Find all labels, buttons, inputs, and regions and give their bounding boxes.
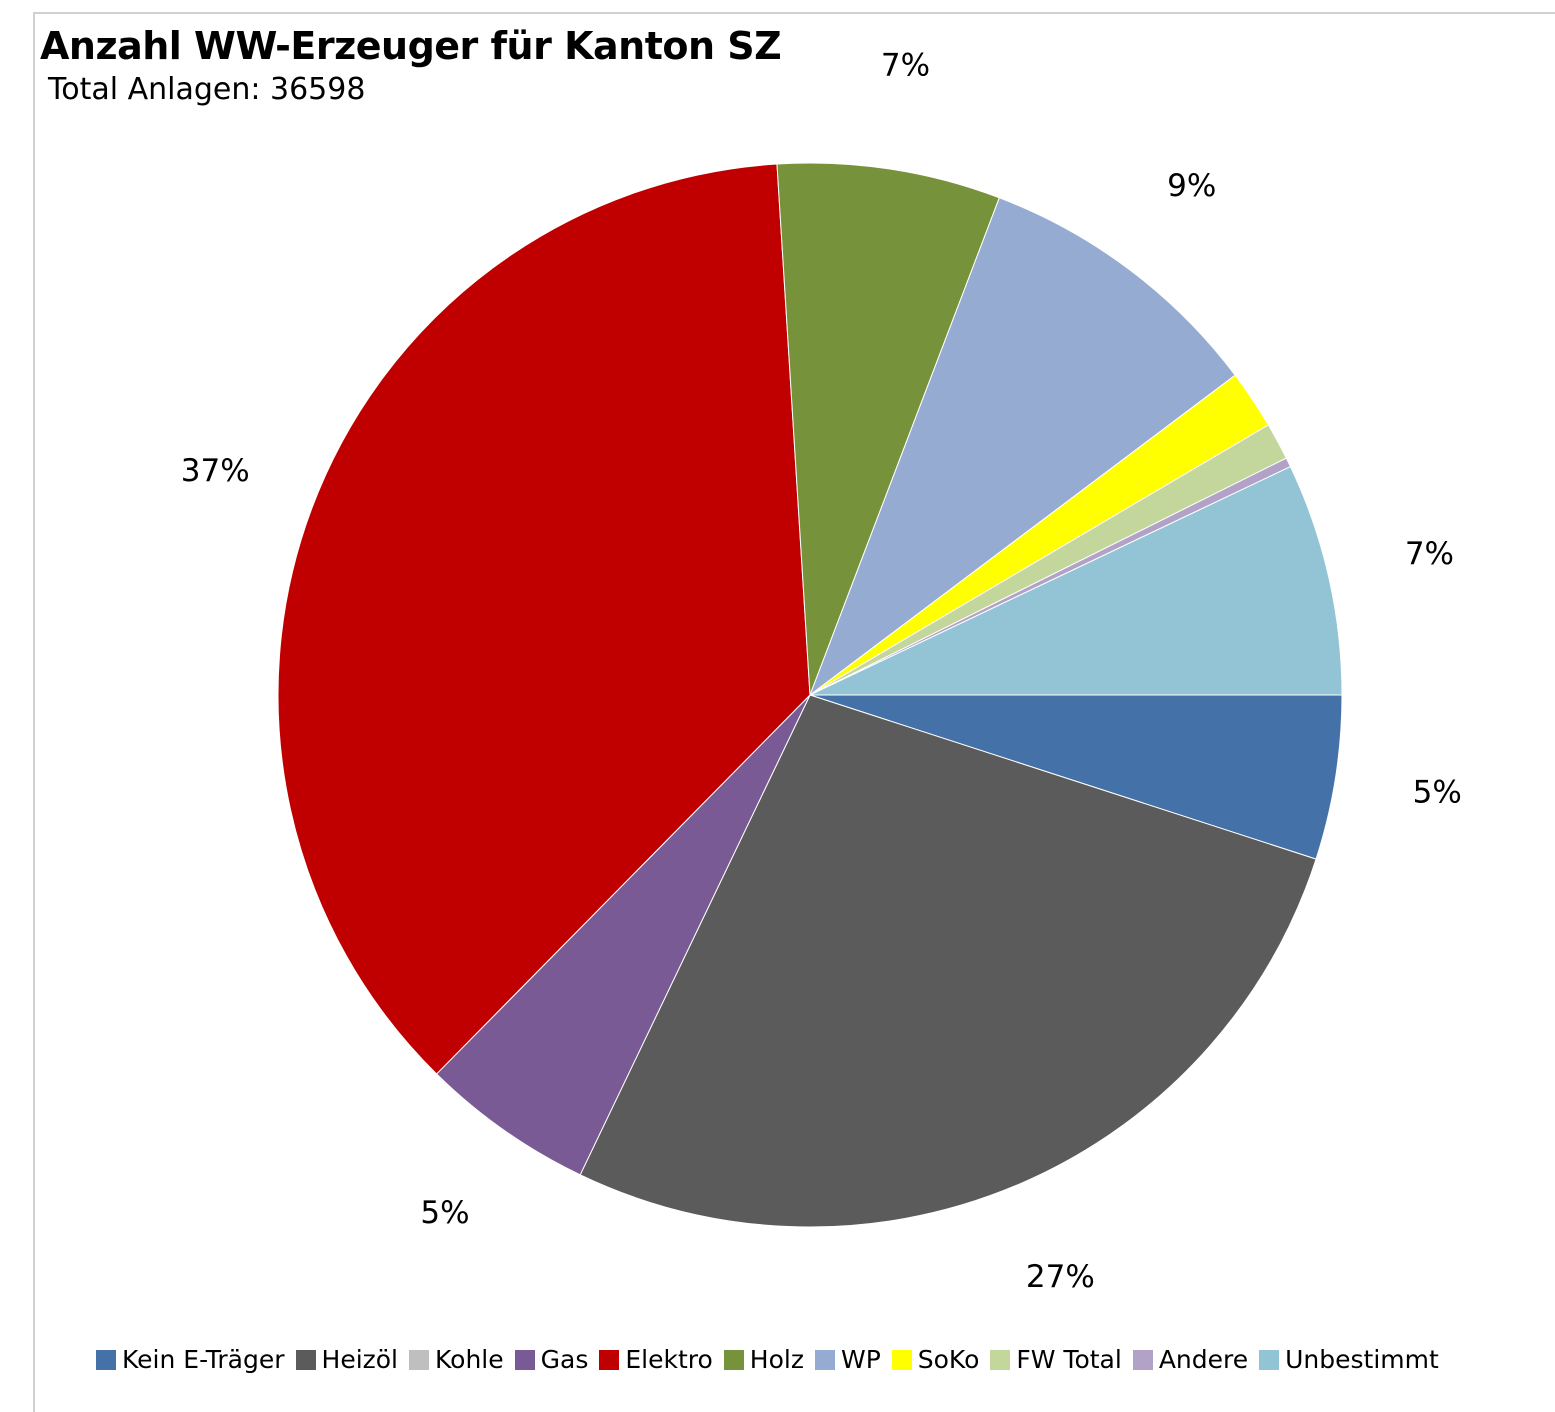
legend-item-fw-total: FW Total [990, 1345, 1122, 1374]
chart-title: Anzahl WW-Erzeuger für Kanton SZ [40, 24, 782, 68]
legend-item-heiz-l: Heizöl [295, 1345, 399, 1374]
legend-swatch [990, 1349, 1011, 1370]
data-label-heiz-l: 27% [1026, 1259, 1095, 1295]
legend-label: SoKo [917, 1345, 980, 1374]
data-label-gas: 5% [420, 1195, 469, 1231]
legend-swatch [891, 1349, 912, 1370]
data-label-kein-e-tr-ger: 5% [1413, 775, 1462, 811]
legend-swatch [1132, 1349, 1153, 1370]
pie-slice-heiz-l [579, 694, 1317, 1228]
legend-label: Heizöl [321, 1345, 399, 1374]
pie-slice-gas [435, 694, 811, 1176]
legend-item-elektro: Elektro [599, 1345, 713, 1374]
legend-swatch [814, 1349, 835, 1370]
legend-item-wp: WP [814, 1345, 881, 1374]
legend-label: Kein E-Träger [122, 1345, 285, 1374]
legend-label: Elektro [625, 1345, 713, 1374]
legend-swatch [295, 1349, 316, 1370]
legend-label: Andere [1158, 1345, 1249, 1374]
legend-swatch [723, 1349, 744, 1370]
legend-label: Holz [749, 1345, 804, 1374]
legend-swatch [409, 1349, 430, 1370]
legend-item-kohle: Kohle [409, 1345, 504, 1374]
legend-item-holz: Holz [723, 1345, 804, 1374]
legend-label: FW Total [1016, 1345, 1122, 1374]
chart-subtitle: Total Anlagen: 36598 [48, 72, 366, 107]
legend-label: Gas [540, 1345, 589, 1374]
legend-item-unbestimmt: Unbestimmt [1259, 1345, 1439, 1374]
pie-slice-holz [776, 162, 1000, 696]
legend-item-kein-e-tr-ger: Kein E-Träger [96, 1345, 285, 1374]
data-label-unbestimmt: 7% [1405, 536, 1454, 572]
legend-item-soko: SoKo [891, 1345, 980, 1374]
pie-slice-unbestimmt [809, 465, 1343, 696]
legend-swatch [514, 1349, 535, 1370]
pie-slice-wp [808, 197, 1236, 697]
chart-frame [33, 12, 1555, 1412]
data-label-elektro: 37% [181, 453, 250, 489]
legend-label: WP [840, 1345, 881, 1374]
legend-swatch [599, 1349, 620, 1370]
legend-item-gas: Gas [514, 1345, 589, 1374]
legend-item-andere: Andere [1132, 1345, 1249, 1374]
legend-label: Unbestimmt [1285, 1345, 1439, 1374]
chart-legend: Kein E-Träger Heizöl Kohle Gas Elektro Holz WP… [96, 1345, 1450, 1374]
data-label-wp: 9% [1167, 168, 1216, 204]
data-label-holz: 7% [881, 48, 930, 84]
legend-swatch [1259, 1349, 1280, 1370]
pie-slice-kein-e-tr-ger [809, 694, 1343, 860]
legend-swatch [96, 1349, 116, 1370]
legend-label: Kohle [435, 1345, 504, 1374]
pie-slice-elektro [277, 163, 811, 1075]
